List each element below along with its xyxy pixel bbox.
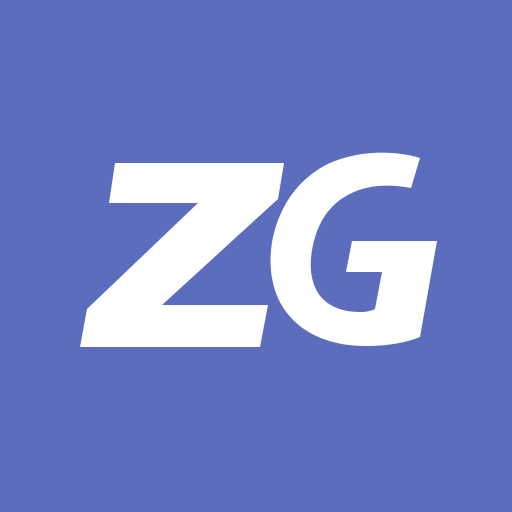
zg-logo-mark (80, 152, 437, 347)
letter-z (80, 163, 284, 347)
logo-text: ZG (0, 0, 1, 1)
letter-g (270, 152, 437, 346)
